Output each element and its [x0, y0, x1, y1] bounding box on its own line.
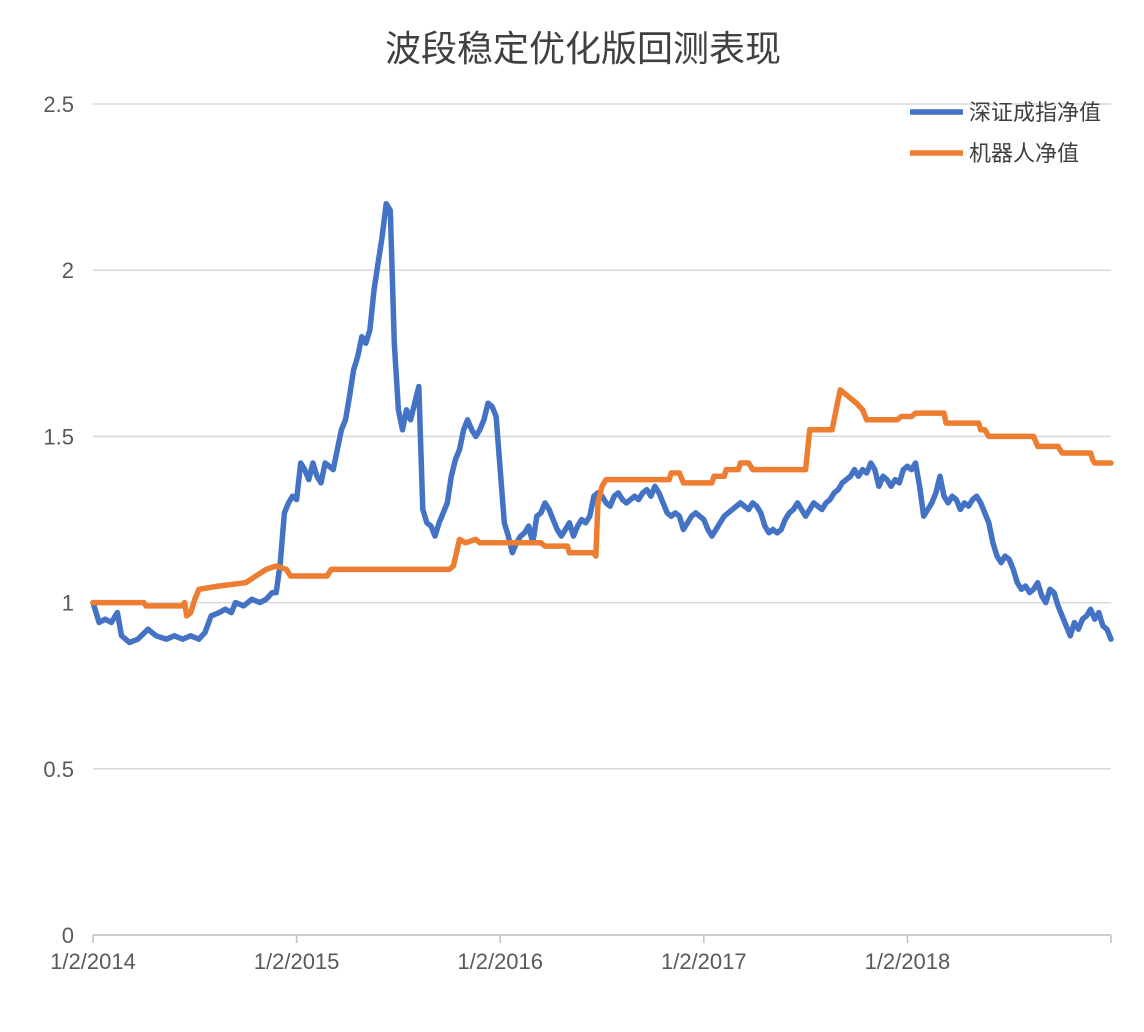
y-axis-ticks: 0 0.5 1 1.5 2 2.5	[43, 92, 74, 948]
y-tick-label: 0	[62, 923, 74, 948]
x-tick-label: 1/2/2016	[457, 949, 543, 974]
y-tick-label: 0.5	[43, 757, 74, 782]
series-line-robot	[90, 387, 1114, 619]
legend-label: 深证成指净值	[969, 101, 1101, 126]
series-line-index	[90, 200, 1114, 646]
y-tick-label: 2.5	[43, 92, 74, 117]
y-tick-label: 1	[62, 591, 74, 616]
legend-label: 机器人净值	[969, 142, 1079, 167]
x-tick-label: 1/2/2018	[865, 949, 951, 974]
x-axis: 1/2/2014 1/2/2015 1/2/2016 1/2/2017 1/2/2018	[50, 935, 1112, 974]
x-tick-label: 1/2/2014	[50, 949, 136, 974]
chart-title: 波段稳定优化版回测表现	[384, 29, 781, 70]
x-tick-label: 1/2/2015	[254, 949, 340, 974]
y-tick-label: 2	[62, 258, 74, 283]
series-lines	[90, 200, 1114, 646]
x-tick-label: 1/2/2017	[661, 949, 747, 974]
gridlines	[93, 103, 1111, 936]
y-tick-label: 1.5	[43, 424, 74, 449]
